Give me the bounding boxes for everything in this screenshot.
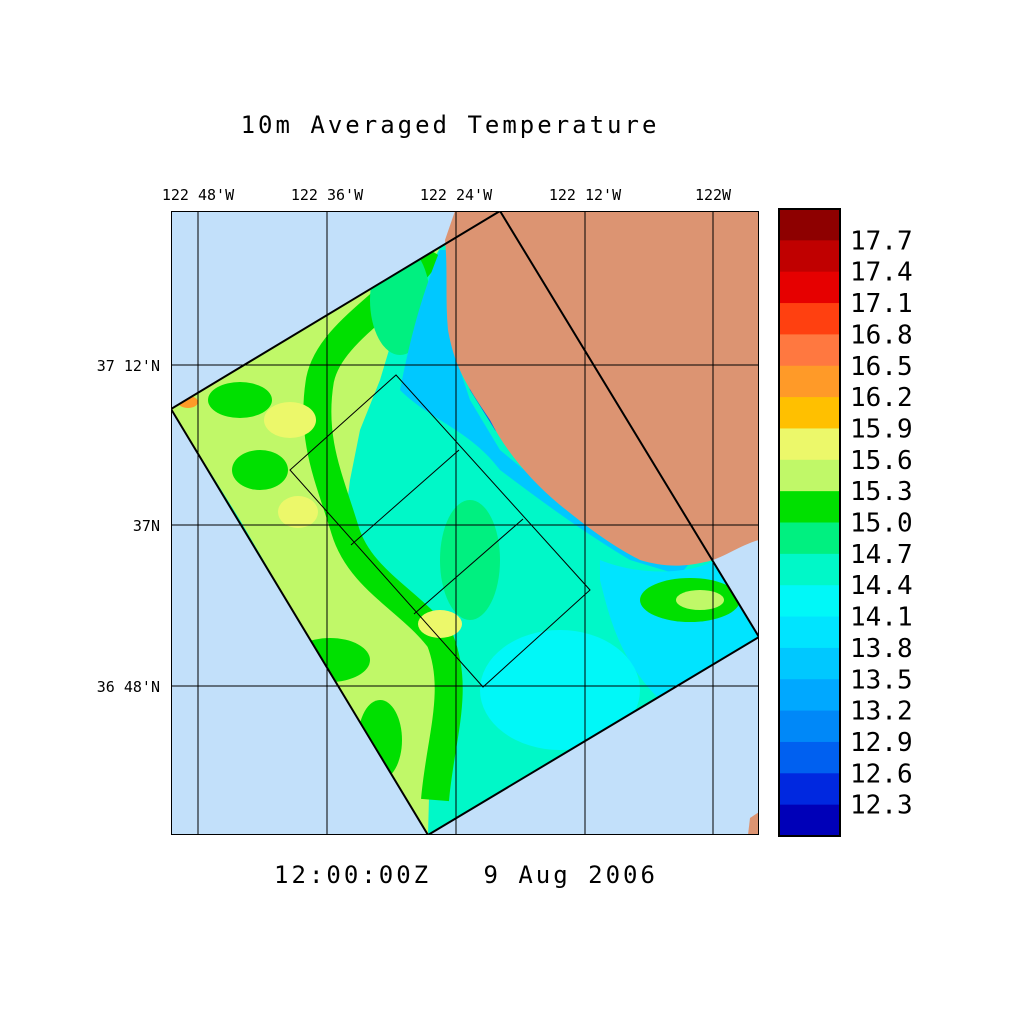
chart-title: 10m Averaged Temperature <box>241 111 660 139</box>
colorbar-swatch <box>779 209 840 241</box>
colorbar-swatch <box>779 522 840 555</box>
colorbar-label: 15.0 <box>850 509 913 539</box>
colorbar-label: 15.3 <box>850 477 913 507</box>
colorbar-label: 12.6 <box>850 759 913 789</box>
lat-labels: 37 12'N 37N 36 48'N <box>97 357 160 696</box>
colorbar-swatch <box>779 303 840 335</box>
colorbar-label: 16.8 <box>850 320 913 350</box>
colorbar-swatch <box>779 616 840 649</box>
map-panel <box>171 211 759 835</box>
colorbar-swatch <box>779 365 840 398</box>
graticule <box>171 211 759 835</box>
colorbar-label: 15.6 <box>850 446 913 476</box>
lon-label: 122 36'W <box>291 186 364 204</box>
colorbar-swatch <box>779 397 840 430</box>
colorbar-swatch <box>779 553 840 586</box>
lon-label: 122 24'W <box>420 186 493 204</box>
colorbar-label: 17.1 <box>850 289 913 319</box>
colorbar-swatch <box>779 773 840 806</box>
colorbar-label: 13.2 <box>850 697 913 727</box>
lon-label: 122W <box>695 186 732 204</box>
colorbar: 17.717.417.116.816.516.215.915.615.315.0… <box>778 208 913 837</box>
colorbar-label: 13.8 <box>850 634 913 664</box>
nested-domain-outline <box>289 374 591 688</box>
colorbar-labels: 17.717.417.116.816.516.215.915.615.315.0… <box>850 226 913 820</box>
warm-band-edge <box>303 242 463 802</box>
timestamp: 12:00:00Z 9 Aug 2006 <box>274 861 658 889</box>
warm-patch <box>278 496 318 528</box>
colorbar-label: 16.2 <box>850 383 913 413</box>
colorbar-swatches <box>779 209 840 837</box>
lon-label: 122 48'W <box>162 186 235 204</box>
lat-label: 37 12'N <box>97 357 160 375</box>
colorbar-swatch <box>779 741 840 774</box>
colorbar-label: 16.5 <box>850 352 913 382</box>
colorbar-label: 17.4 <box>850 258 913 288</box>
colorbar-swatch <box>779 428 840 461</box>
colorbar-label: 14.7 <box>850 540 913 570</box>
colorbar-frame <box>778 208 841 837</box>
offshore-mid-zone <box>480 630 640 750</box>
colorbar-label: 14.4 <box>850 571 913 601</box>
colorbar-swatch <box>779 271 840 304</box>
green-patch <box>208 382 272 418</box>
colorbar-label: 12.3 <box>850 791 913 821</box>
mid-patch <box>440 500 500 620</box>
colorbar-swatch <box>779 679 840 712</box>
colorbar-label: 17.7 <box>850 226 913 256</box>
colorbar-swatch <box>779 240 840 273</box>
colorbar-label: 13.5 <box>850 665 913 695</box>
green-patch <box>232 450 288 490</box>
model-domain-outline <box>171 211 759 835</box>
colorbar-label: 15.9 <box>850 414 913 444</box>
colorbar-swatch <box>779 804 840 837</box>
colorbar-label: 12.9 <box>850 728 913 758</box>
lat-label: 36 48'N <box>97 678 160 696</box>
lat-label: 37N <box>133 517 160 535</box>
colorbar-swatch <box>779 710 840 743</box>
warm-patch <box>418 610 462 638</box>
temperature-field <box>171 211 759 835</box>
warm-patch <box>264 402 316 438</box>
bay-warm-patch <box>676 590 724 610</box>
colorbar-swatch <box>779 459 840 492</box>
land-corner <box>748 812 759 835</box>
colorbar-swatch <box>779 647 840 680</box>
lon-label: 122 12'W <box>549 186 622 204</box>
lon-labels: 122 48'W 122 36'W 122 24'W 122 12'W 122W <box>162 186 732 204</box>
colorbar-swatch <box>779 334 840 367</box>
colorbar-swatch <box>779 491 840 524</box>
colorbar-swatch <box>779 585 840 618</box>
land-mass <box>445 211 759 566</box>
colorbar-label: 14.1 <box>850 603 913 633</box>
